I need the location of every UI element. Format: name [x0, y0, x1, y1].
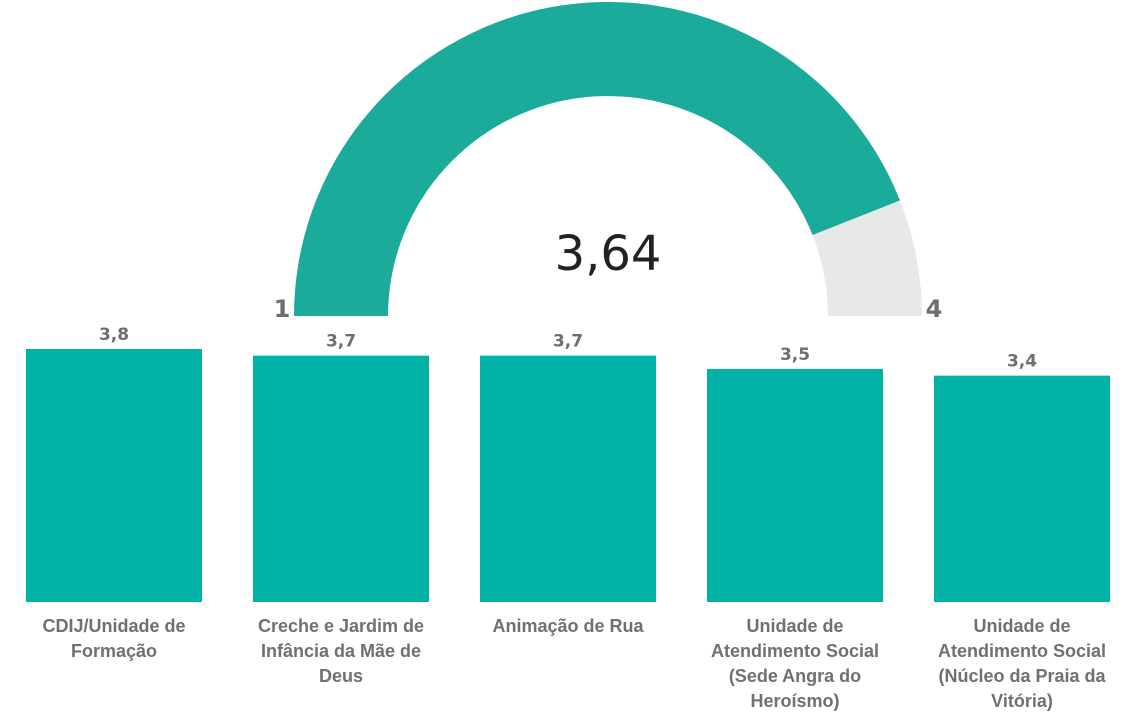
bar-5	[934, 375, 1110, 602]
category-label-4: Unidade de Atendimento Social (Sede Angr…	[710, 616, 880, 711]
gauge-max-label: 4	[926, 295, 943, 323]
bar-2	[253, 355, 429, 602]
bar-1	[26, 349, 202, 602]
bar-3	[480, 355, 656, 602]
bar-value-label-1: 3,8	[99, 325, 129, 345]
bar-value-label-2: 3,7	[326, 332, 356, 352]
gauge-min-label: 1	[274, 295, 291, 323]
gauge-fill	[294, 2, 900, 316]
bar-4	[707, 368, 883, 602]
bar-value-label-5: 3,4	[1007, 352, 1037, 372]
category-label-3: Animação de Rua	[492, 616, 644, 636]
category-label-2: Creche e Jardim de Infância da Mãe de De…	[257, 616, 425, 686]
gauge: 1 4 3,64	[274, 2, 943, 323]
category-label-1: CDIJ/Unidade de Formação	[42, 616, 186, 661]
bar-value-label-3: 3,7	[553, 332, 583, 352]
bar-value-label-4: 3,5	[780, 345, 810, 365]
bar-series: 3,8 3,7 3,7 3,5 3,4	[26, 325, 1110, 602]
category-label-5: Unidade de Atendimento Social (Núcleo da…	[937, 616, 1107, 711]
gauge-value-label: 3,64	[555, 226, 662, 282]
